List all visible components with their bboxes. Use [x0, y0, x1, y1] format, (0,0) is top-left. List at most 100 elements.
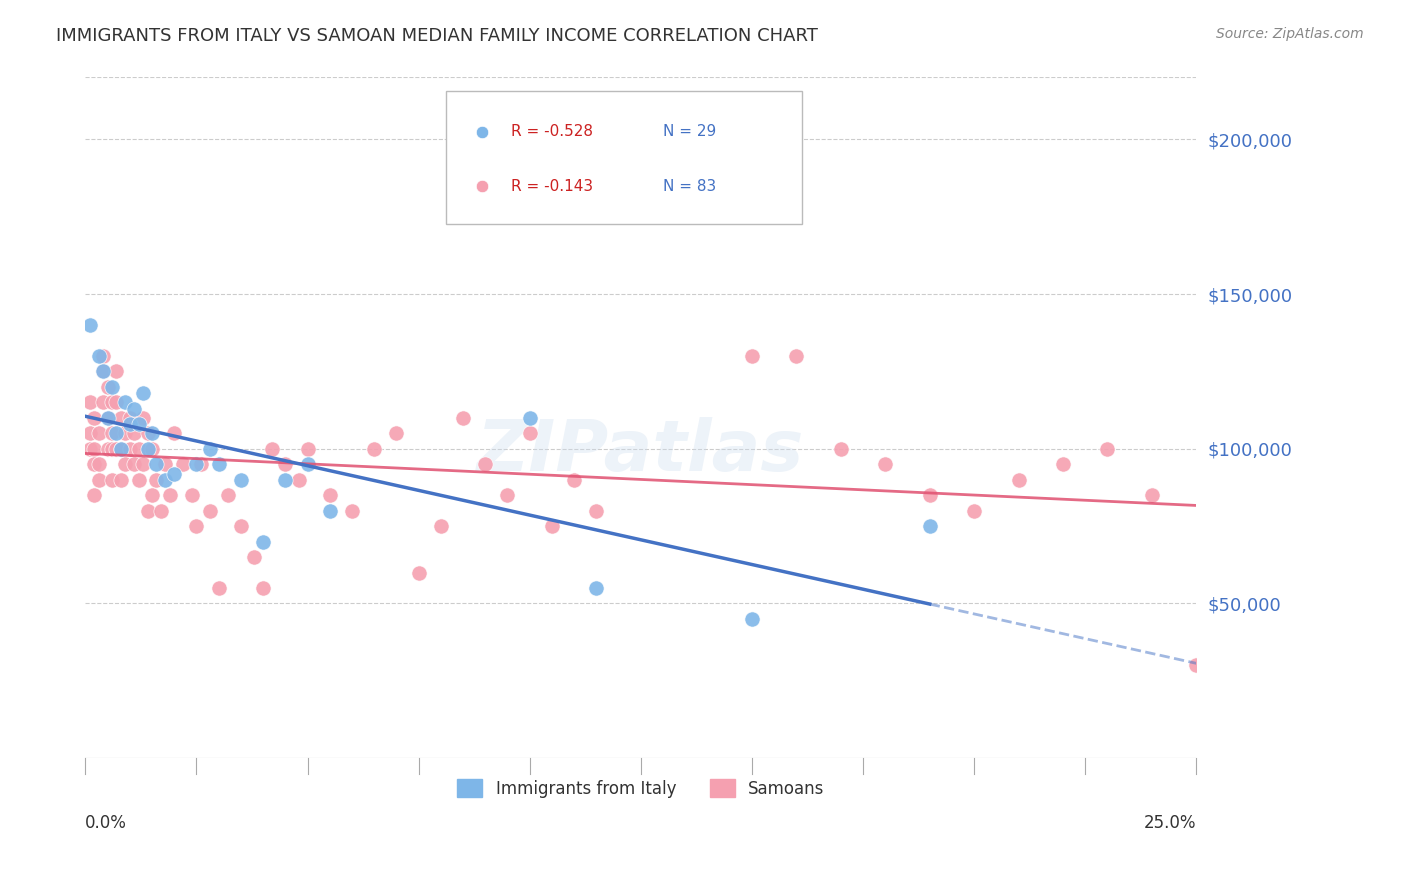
Point [79, 318, 101, 332]
Point [136, 503, 159, 517]
Point [145, 457, 167, 471]
Point [132, 410, 155, 425]
Point [741, 349, 763, 363]
Point [430, 519, 453, 533]
Point [408, 566, 430, 580]
Point [496, 488, 519, 502]
Point [136, 426, 159, 441]
Point [198, 503, 221, 517]
Point [186, 457, 208, 471]
Point [118, 417, 141, 431]
Point [207, 581, 229, 595]
Point [562, 473, 585, 487]
Point [541, 519, 564, 533]
Point [91, 349, 114, 363]
Text: Source: ZipAtlas.com: Source: ZipAtlas.com [1216, 27, 1364, 41]
Point [141, 426, 163, 441]
Legend: Immigrants from Italy, Samoans: Immigrants from Italy, Samoans [451, 772, 831, 805]
Point [118, 442, 141, 456]
Point [260, 442, 283, 456]
Text: IMMIGRANTS FROM ITALY VS SAMOAN MEDIAN FAMILY INCOME CORRELATION CHART: IMMIGRANTS FROM ITALY VS SAMOAN MEDIAN F… [56, 27, 818, 45]
Point [114, 395, 136, 409]
Point [96, 442, 118, 456]
Point [96, 410, 118, 425]
Point [110, 410, 132, 425]
Point [79, 442, 101, 456]
Point [91, 395, 114, 409]
Point [155, 473, 177, 487]
Point [963, 503, 986, 517]
Point [319, 503, 342, 517]
Point [1097, 442, 1119, 456]
Point [741, 612, 763, 626]
Point [186, 519, 208, 533]
Point [145, 473, 167, 487]
Point [297, 442, 319, 456]
Point [1140, 488, 1163, 502]
Point [128, 473, 150, 487]
Point [101, 426, 124, 441]
Point [385, 426, 408, 441]
Point [87, 426, 110, 441]
Point [785, 349, 807, 363]
Point [132, 457, 155, 471]
Point [101, 395, 124, 409]
Point [319, 488, 342, 502]
Point [83, 410, 105, 425]
Point [149, 503, 172, 517]
Point [105, 395, 128, 409]
Point [163, 467, 186, 481]
Point [87, 457, 110, 471]
Point [918, 519, 941, 533]
Text: 0.0%: 0.0% [86, 814, 127, 832]
Point [136, 442, 159, 456]
Point [172, 457, 194, 471]
Point [198, 442, 221, 456]
Point [585, 581, 607, 595]
Point [163, 426, 186, 441]
Point [340, 503, 363, 517]
Point [114, 457, 136, 471]
Point [141, 442, 163, 456]
Point [875, 457, 897, 471]
Point [83, 457, 105, 471]
Point [217, 488, 239, 502]
Text: ZIPatlas: ZIPatlas [477, 417, 804, 486]
Point [105, 442, 128, 456]
Point [114, 426, 136, 441]
Point [181, 488, 204, 502]
Point [1185, 658, 1208, 673]
Point [101, 380, 124, 394]
Point [79, 426, 101, 441]
Point [229, 519, 252, 533]
Point [585, 503, 607, 517]
Point [519, 426, 541, 441]
Point [155, 457, 177, 471]
Point [229, 473, 252, 487]
Point [474, 457, 496, 471]
Point [79, 395, 101, 409]
Point [122, 457, 145, 471]
Point [87, 473, 110, 487]
Text: N = 83: N = 83 [664, 179, 716, 194]
Point [297, 457, 319, 471]
Point [122, 426, 145, 441]
Point [252, 581, 274, 595]
Point [141, 488, 163, 502]
Point [159, 488, 181, 502]
Point [519, 410, 541, 425]
Point [207, 457, 229, 471]
Point [83, 488, 105, 502]
Point [287, 473, 309, 487]
Point [128, 417, 150, 431]
Point [122, 401, 145, 416]
Text: 25.0%: 25.0% [1144, 814, 1197, 832]
Point [105, 426, 128, 441]
Point [110, 442, 132, 456]
Point [1007, 473, 1029, 487]
Point [110, 442, 132, 456]
Point [105, 364, 128, 378]
Point [110, 473, 132, 487]
Point [243, 550, 266, 565]
Point [91, 364, 114, 378]
